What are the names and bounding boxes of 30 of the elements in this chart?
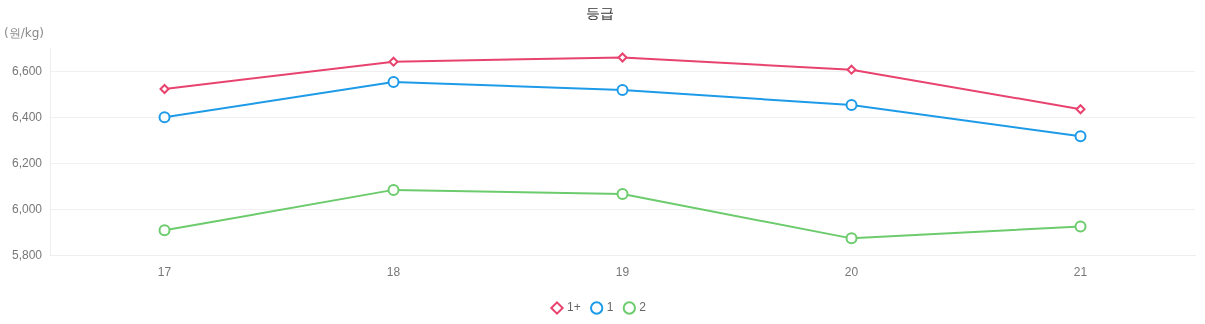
y-tick-label: 6,600: [12, 64, 43, 79]
chart-title: 등급: [585, 5, 614, 22]
point: [388, 56, 399, 67]
point: [158, 224, 171, 237]
point: [845, 99, 858, 112]
point: [387, 75, 400, 88]
point: [1074, 130, 1087, 143]
x-tick-label: 19: [615, 265, 630, 280]
point: [845, 232, 858, 245]
legend-label: 1+: [566, 300, 581, 315]
y-tick-label: 6,000: [12, 201, 43, 216]
y-axis-title: (원/kg): [4, 26, 44, 41]
y-tick-label: 5,800: [12, 247, 43, 262]
point: [158, 111, 171, 124]
point: [617, 52, 628, 63]
legend-label: 1: [606, 300, 614, 315]
y-tick-label: 6,200: [12, 156, 43, 170]
point: [846, 64, 857, 75]
point: [616, 188, 629, 201]
legend-label: 2: [639, 300, 647, 315]
point: [387, 183, 400, 196]
x-tick-label: 17: [157, 265, 172, 280]
x-tick-label: 18: [386, 265, 401, 280]
x-tick-label: 20: [844, 265, 859, 280]
y-tick-label: 6,400: [12, 110, 43, 125]
x-tick-label: 21: [1073, 265, 1088, 280]
point: [1074, 220, 1087, 233]
point: [1075, 104, 1086, 115]
point: [159, 84, 170, 95]
point: [616, 83, 629, 96]
